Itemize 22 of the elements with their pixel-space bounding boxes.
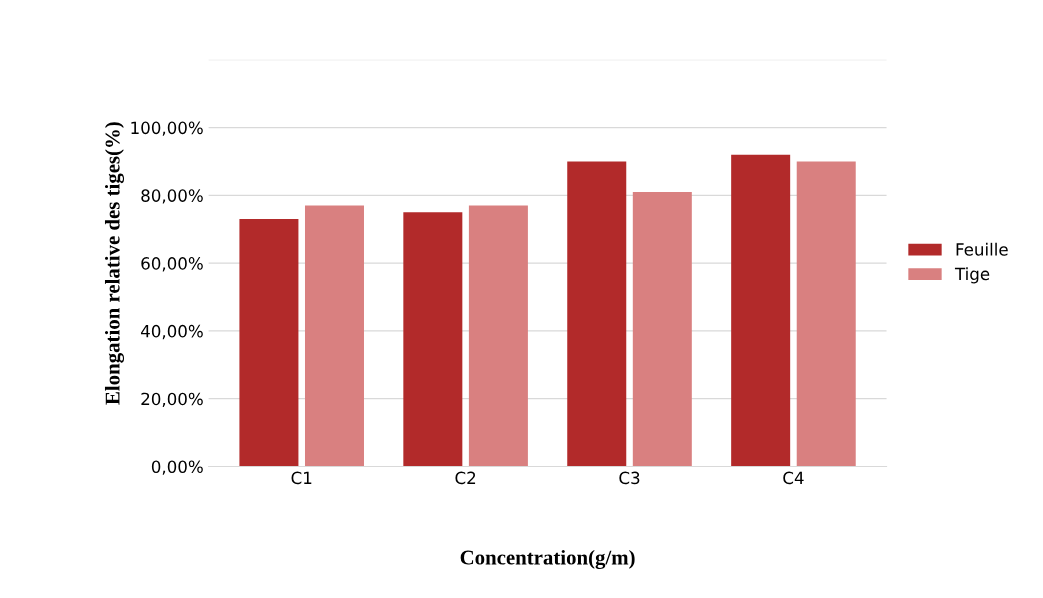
bar (632, 191, 692, 467)
bar (304, 205, 364, 467)
y-tick-label: 100,00% (131, 121, 203, 136)
y-axis-title: Elongation relative des tiges(%) (104, 122, 125, 405)
y-tick-label: 20,00% (141, 392, 203, 407)
legend-label: Tige (954, 267, 990, 284)
y-tick-label: 60,00% (141, 257, 203, 272)
bar (731, 154, 791, 467)
bar (403, 212, 463, 467)
bar (567, 161, 627, 467)
bar (796, 161, 856, 467)
x-tick-label: C2 (455, 471, 476, 485)
bar (468, 205, 528, 467)
y-tick-label: 0,00% (151, 460, 203, 475)
legend-label: Feuille (956, 242, 1008, 256)
y-tick-label: 40,00% (141, 324, 203, 340)
x-tick-label: C1 (291, 471, 312, 485)
x-tick-label: C4 (783, 471, 804, 485)
y-tick-label: 80,00% (141, 189, 203, 204)
x-tick-label: C3 (619, 471, 640, 485)
x-axis-title: Concentration(g/m) (460, 549, 635, 569)
bar (239, 219, 299, 467)
